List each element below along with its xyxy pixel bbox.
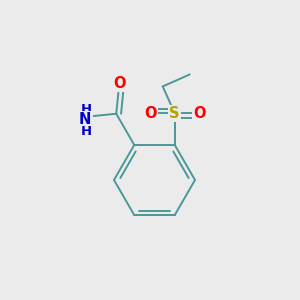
Text: O: O [193, 106, 206, 121]
Text: O: O [113, 76, 125, 91]
Text: H: H [81, 103, 92, 116]
Text: O: O [144, 106, 156, 121]
Text: N: N [79, 112, 91, 127]
Text: S: S [169, 106, 180, 121]
Text: H: H [81, 124, 92, 138]
